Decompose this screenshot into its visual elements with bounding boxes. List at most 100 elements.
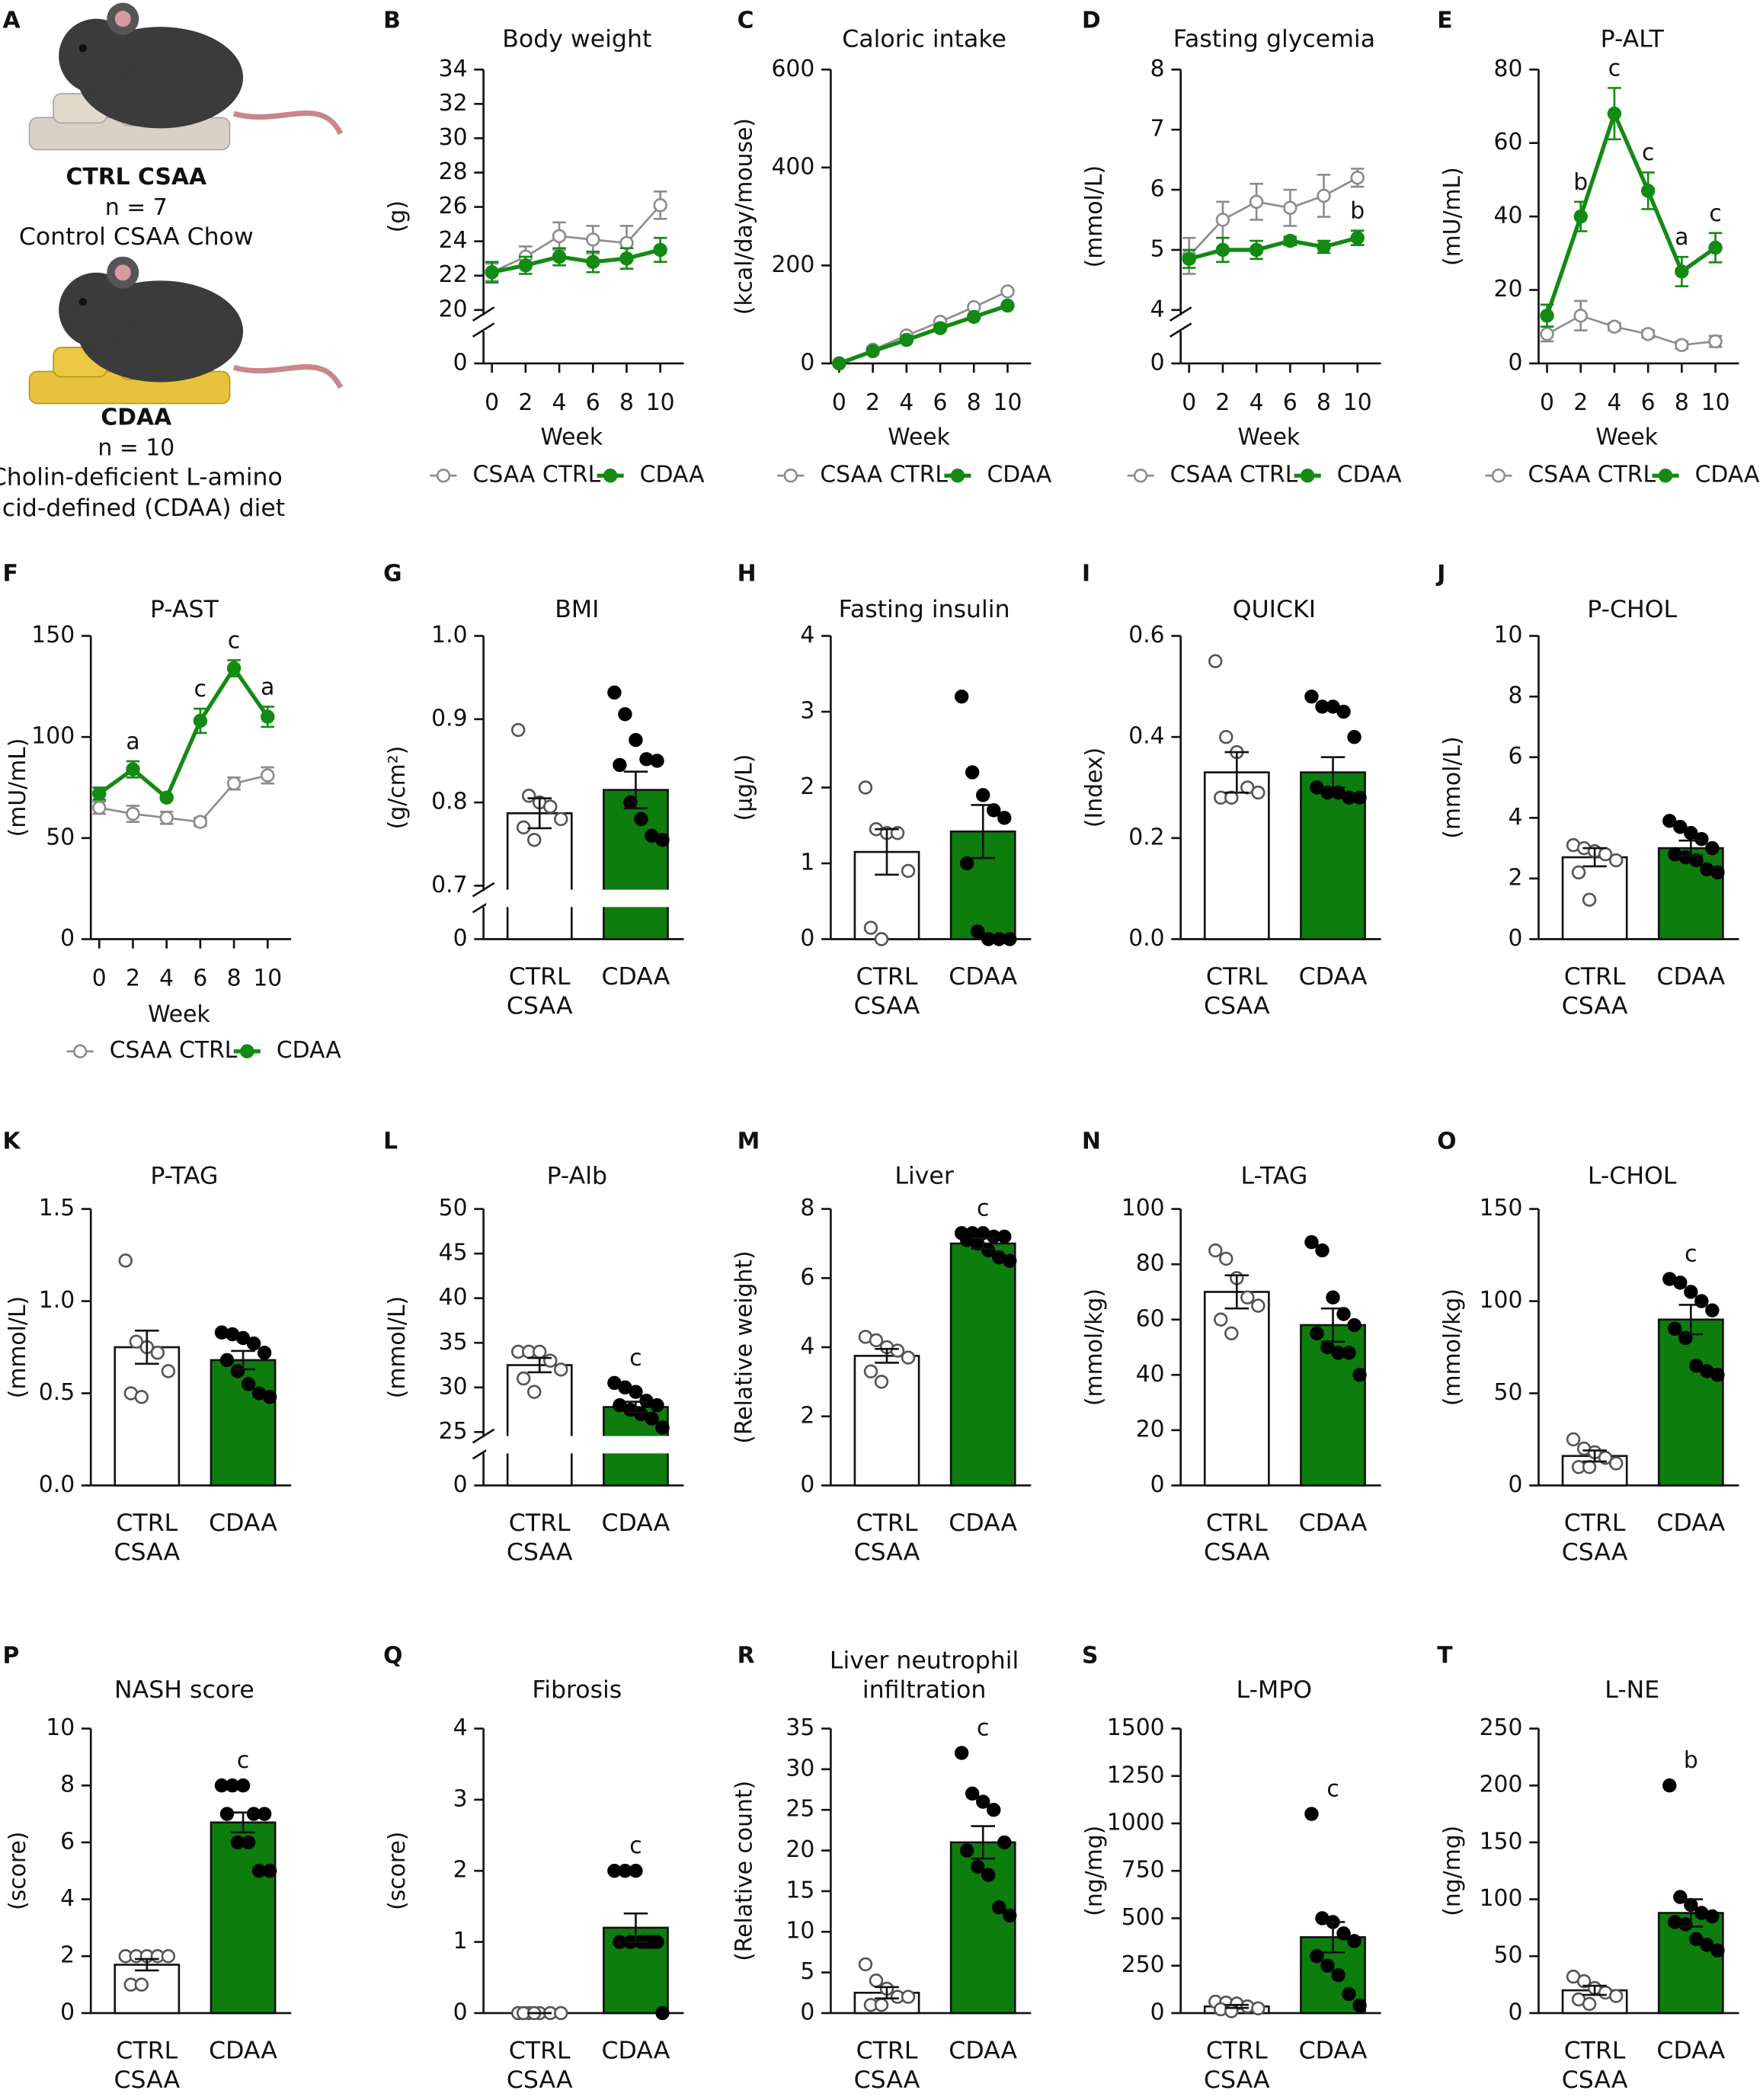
y-tick-label: 6 xyxy=(800,1264,814,1291)
x-tick-label: 4 xyxy=(899,389,913,416)
panel-letter: E xyxy=(1437,8,1452,34)
data-point xyxy=(1673,820,1688,834)
x-category-label-box: CDAA xyxy=(209,2037,277,2065)
y-tick-label: 150 xyxy=(1480,1828,1523,1855)
x-tick-label: 0 xyxy=(1182,389,1196,416)
axis-break xyxy=(472,882,495,898)
data-point xyxy=(1576,1974,1592,1989)
legend-marker xyxy=(1491,468,1506,483)
x-category-label-box: CDAA xyxy=(602,963,670,991)
y-tick-label: 400 xyxy=(771,153,814,180)
chart-title: P-Alb xyxy=(546,1162,608,1191)
x-tick-label: 0 xyxy=(832,389,846,416)
x-category-label-box: CTRL CSAA xyxy=(854,1509,920,1567)
y-tick-label: 40 xyxy=(1136,1361,1165,1388)
y-tick-label: 2 xyxy=(800,1402,814,1429)
y-axis-label: (g) xyxy=(384,200,411,232)
point xyxy=(1283,233,1297,248)
chart-title-box: Fasting glycemia xyxy=(1173,25,1375,53)
data-point xyxy=(1689,1932,1704,1947)
y-axis-label: (ng/mg) xyxy=(1081,1826,1108,1916)
significance-label: c xyxy=(237,1747,249,1774)
y-axis-label: (Relative weight) xyxy=(731,1250,758,1443)
data-point xyxy=(1582,1460,1597,1474)
x-category-label: CTRL CSAA xyxy=(114,1509,181,1567)
y-tick-label: 0.8 xyxy=(431,789,467,815)
y-tick-label: 0 xyxy=(800,1471,814,1498)
significance-label: c xyxy=(1709,200,1721,227)
x-category-label: CDAA xyxy=(601,1509,670,1538)
data-point xyxy=(874,1375,889,1389)
point xyxy=(1215,242,1230,258)
y-tick-label: 60 xyxy=(1136,1305,1165,1332)
y-tick-label: 35 xyxy=(439,1329,468,1356)
data-point xyxy=(1214,1312,1228,1327)
data-point xyxy=(607,685,622,700)
significance-label: c xyxy=(1642,139,1654,166)
y-tick-label: 3 xyxy=(453,1785,468,1812)
chart-title: P-ALT xyxy=(1600,25,1664,54)
point xyxy=(552,229,567,244)
data-point xyxy=(1003,932,1017,946)
bar xyxy=(506,812,573,940)
data-point xyxy=(118,1253,133,1268)
bar xyxy=(210,1359,277,1487)
y-tick-label: 24 xyxy=(439,227,468,254)
data-point xyxy=(1326,1290,1340,1304)
x-category-label-box: CTRL CSAA xyxy=(1562,2037,1628,2094)
x-category-label: CTRL CSAA xyxy=(506,1509,573,1567)
y-tick-label: 1500 xyxy=(1107,1714,1165,1741)
point xyxy=(1215,213,1230,227)
chart-title-box: L-CHOL xyxy=(1588,1162,1677,1190)
x-tick-label: 10 xyxy=(1343,389,1372,416)
x-category-label-box: CTRL CSAA xyxy=(1562,1509,1628,1567)
point xyxy=(1607,106,1622,121)
data-point xyxy=(1668,1321,1682,1337)
y-tick-label: 0 xyxy=(1508,349,1522,376)
data-point xyxy=(241,1835,256,1850)
y-tick-label: 5 xyxy=(800,1958,814,1985)
y-tick-label: 0 xyxy=(453,349,468,376)
data-point xyxy=(257,1807,272,1821)
x-category-label-box: CDAA xyxy=(949,1509,1018,1538)
y-tick-label: 0 xyxy=(453,925,468,952)
point xyxy=(193,713,208,728)
chart-title-box: Liver xyxy=(894,1162,953,1190)
data-point xyxy=(1224,1326,1239,1341)
panel-letter: M xyxy=(738,1128,760,1154)
y-tick-label: 8 xyxy=(60,1772,75,1798)
y-tick-label: 80 xyxy=(1494,56,1523,82)
x-category-label: CDAA xyxy=(949,1509,1018,1538)
data-point xyxy=(246,1337,261,1351)
data-point xyxy=(992,1900,1006,1915)
data-point xyxy=(1347,1934,1361,1948)
data-point xyxy=(858,780,873,795)
data-point xyxy=(997,1835,1012,1850)
data-point xyxy=(1331,1967,1345,1983)
x-category-label: CTRL CSAA xyxy=(853,2037,920,2095)
x-category-label-box: CDAA xyxy=(602,2037,670,2065)
x-tick-label: 2 xyxy=(518,389,533,416)
y-tick-label: 50 xyxy=(439,1195,468,1221)
bar xyxy=(1657,1912,1724,2015)
data-point xyxy=(1689,1359,1704,1373)
x-category-label: CTRL CSAA xyxy=(1203,2037,1270,2095)
bar xyxy=(210,1821,277,2015)
legend-label: CDAA xyxy=(640,462,705,488)
y-tick-label: 35 xyxy=(786,1714,814,1741)
point xyxy=(92,786,107,801)
chart-title-box: Caloric intake xyxy=(842,25,1006,53)
data-point xyxy=(1304,1807,1319,1821)
data-point xyxy=(655,2006,670,2021)
x-category-label-box: CDAA xyxy=(601,1509,670,1538)
data-point xyxy=(976,788,990,802)
point xyxy=(1607,319,1622,334)
y-tick-label: 20 xyxy=(1494,276,1523,303)
significance-label: c xyxy=(194,676,206,703)
x-tick-label: 0 xyxy=(485,389,499,416)
group-name: CDAA xyxy=(101,404,171,431)
y-tick-label: 20 xyxy=(439,296,468,322)
panel-letter: I xyxy=(1082,560,1090,587)
x-tick-label: 0 xyxy=(92,965,107,992)
data-point xyxy=(134,1977,149,1992)
